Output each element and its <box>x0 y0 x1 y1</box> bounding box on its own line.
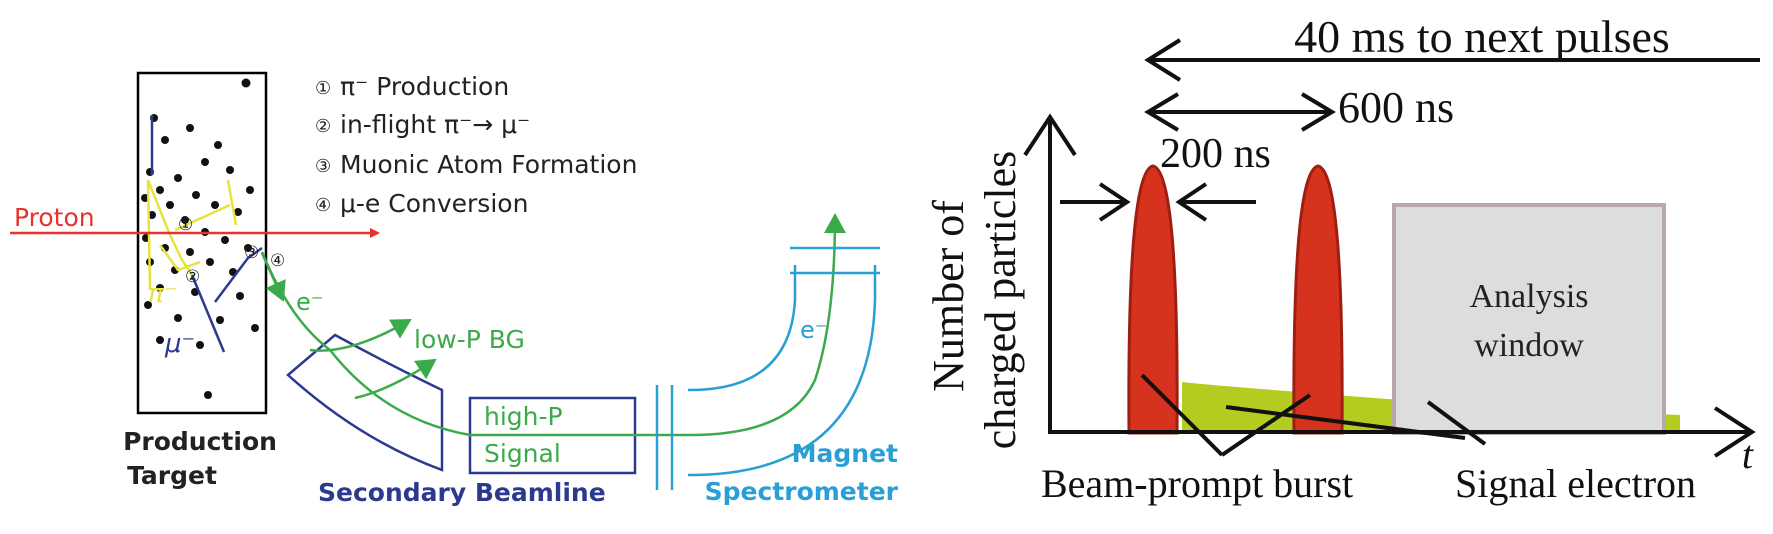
analysis-window-label-1: Analysis <box>1470 278 1589 315</box>
marker-1: ① <box>178 215 193 235</box>
step-2-num: ② <box>315 116 331 137</box>
production-target-frame <box>136 71 268 415</box>
arrow-40ms <box>1144 38 1760 82</box>
secondary-beamline-curve <box>286 333 444 472</box>
electron-label-2: e⁻ <box>800 316 827 344</box>
marker-4: ④ <box>270 251 285 271</box>
lowp-track-1 <box>309 318 412 352</box>
callout-lines <box>1140 373 1487 457</box>
electron-entry-arrow <box>260 252 286 302</box>
electron-label-1: e⁻ <box>296 288 323 316</box>
target-label-1: Production <box>123 427 277 456</box>
electron-path <box>260 213 846 437</box>
muon-label: μ⁻ <box>164 329 195 359</box>
step-4-num: ④ <box>315 195 331 216</box>
target-label-2: Target <box>127 461 217 490</box>
burst-label: Beam-prompt burst <box>1041 461 1353 506</box>
lowp-bg-label: low-P BG <box>414 325 525 354</box>
lowp-track-2 <box>354 358 437 400</box>
y-axis-arrowhead <box>1023 113 1077 157</box>
step-1-num: ① <box>315 78 331 99</box>
label-40ms: 40 ms to next pulses <box>1294 11 1670 62</box>
x-axis-label: t <box>1742 432 1754 477</box>
highp-label-2: Signal <box>484 439 561 468</box>
pion-label: π⁻ <box>148 279 177 309</box>
pion-tracks <box>146 179 238 291</box>
step-3-text: Muonic Atom Formation <box>340 150 637 179</box>
x-axis-arrowhead <box>1713 406 1756 458</box>
step-1-text: π⁻ Production <box>340 72 509 101</box>
magnet-spectrometer <box>655 246 880 490</box>
axes <box>1023 113 1756 458</box>
analysis-window-label-2: window <box>1474 327 1584 364</box>
marker-3: ③ <box>244 243 259 263</box>
magnet-label-1: Magnet <box>792 439 898 468</box>
signal-label: Signal electron <box>1455 461 1696 506</box>
step-4-text: μ-e Conversion <box>340 189 528 218</box>
step-2-text: in-flight π⁻→ μ⁻ <box>340 110 530 139</box>
burst-1 <box>1127 164 1179 435</box>
burst-2 <box>1292 164 1344 435</box>
arrow-200ns <box>1060 182 1256 222</box>
step-list: ① π⁻ Production ② in-flight π⁻→ μ⁻ ③ Muo… <box>315 72 637 218</box>
muon-tracks <box>150 115 263 353</box>
analysis-window <box>1392 203 1666 435</box>
step-3-num: ③ <box>315 156 331 177</box>
arrow-600ns <box>1144 92 1336 132</box>
magnet-label-2: Spectrometer <box>705 477 899 506</box>
target-particles <box>141 78 259 399</box>
highp-label-1: high-P <box>484 402 563 431</box>
y-axis-label-2: charged particles <box>976 151 1025 449</box>
y-axis-label-1: Number of <box>924 200 973 392</box>
marker-2: ② <box>185 267 200 287</box>
beamline-label: Secondary Beamline <box>318 478 606 507</box>
label-200ns: 200 ns <box>1160 131 1271 177</box>
proton-label: Proton <box>14 203 95 232</box>
label-600ns: 600 ns <box>1338 83 1454 132</box>
